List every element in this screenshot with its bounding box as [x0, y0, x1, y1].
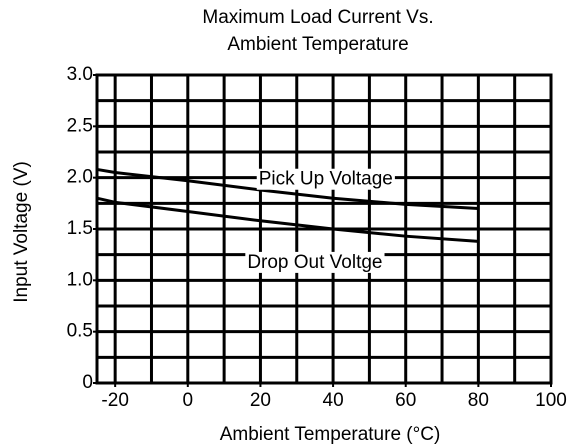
series-label-bg — [245, 251, 385, 273]
x-tick-label: 60 — [395, 390, 416, 411]
y-tick-label: 1.0 — [67, 269, 93, 290]
series-label-bg — [256, 168, 395, 190]
series-label: Drop Out Voltge — [247, 252, 382, 273]
y-tick-label: 0.5 — [67, 321, 93, 342]
series-line — [96, 196, 479, 243]
x-tick-label: 0 — [183, 390, 194, 411]
x-tick-label: 100 — [535, 390, 567, 411]
y-tick-label: 1.5 — [67, 218, 93, 239]
x-tick-label: 80 — [468, 390, 489, 411]
x-axis-label: Ambient Temperature (°C) — [220, 424, 441, 445]
y-axis-label: Input Voltage (V) — [11, 161, 32, 303]
x-tick-label: 20 — [250, 390, 271, 411]
y-tick-label: 2.0 — [67, 167, 93, 188]
chart-title: Ambient Temperature — [227, 34, 408, 55]
series-label: Pick Up Voltage — [259, 169, 393, 190]
y-tick-label: 3.0 — [67, 64, 93, 85]
y-tick-label: 2.5 — [67, 115, 93, 136]
x-tick-label: 40 — [323, 390, 344, 411]
x-tick-label: -20 — [101, 390, 128, 411]
chart-title: Maximum Load Current Vs. — [202, 7, 433, 28]
series-line — [96, 167, 479, 210]
y-tick-label: 0 — [82, 372, 93, 393]
